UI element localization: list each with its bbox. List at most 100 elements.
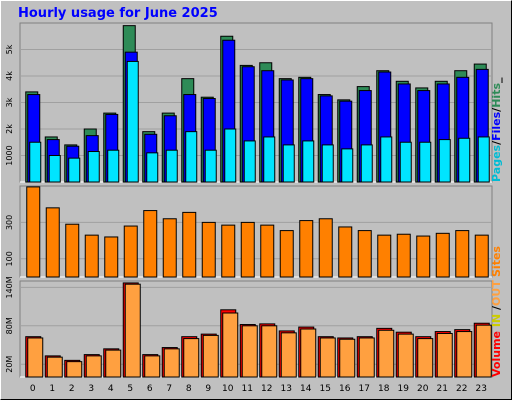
- side-label-part: IN: [490, 314, 503, 327]
- hits_panel-bar-pages: [243, 140, 256, 183]
- hits_panel-ytick-label: 2k: [5, 124, 14, 134]
- visits_panel-ytick-label: 300: [5, 215, 14, 230]
- volume_panel-bar-out: [222, 312, 239, 378]
- x-tick-label: 23: [476, 384, 487, 394]
- hits_panel-bar-pages: [341, 148, 354, 183]
- visits_panel-bar-sites: [65, 223, 80, 278]
- volume_panel-side-label: Volume IN /OUT: [490, 280, 503, 377]
- side-label-part: /: [490, 107, 503, 112]
- visits_panel-bar-sites: [318, 218, 333, 278]
- hits_panel-bar-pages: [302, 140, 315, 183]
- side-label-part: OUT: [490, 280, 503, 306]
- hits_panel-ytick-label: 3k: [5, 97, 14, 107]
- volume_panel-bar-out: [280, 332, 297, 378]
- visits_panel-bar-sites: [396, 233, 411, 278]
- page-title: Hourly usage for June 2025: [18, 6, 218, 21]
- volume_panel-bar-out: [397, 333, 414, 378]
- side-label-part: Volume: [490, 331, 503, 377]
- hits_panel-bar-pages: [146, 152, 159, 183]
- x-tick-label: 6: [147, 384, 153, 394]
- x-tick-label: 21: [437, 384, 448, 394]
- hits_panel-ytick-label: 5k: [5, 44, 14, 54]
- volume_panel-bar-out: [144, 355, 161, 378]
- volume_panel-bar-out: [436, 332, 453, 378]
- x-tick-label: 3: [88, 384, 94, 394]
- x-tick-label: 19: [398, 384, 410, 394]
- hits_panel-bar-pages: [165, 149, 178, 183]
- volume_panel-bar-out: [105, 349, 122, 378]
- visits_panel-bar-sites: [26, 186, 41, 278]
- x-tick-label: 2: [69, 384, 75, 394]
- hits_panel-bar-pages: [185, 131, 198, 183]
- hits_panel-bar-pages: [399, 141, 412, 183]
- volume_panel-bar-out: [124, 283, 141, 378]
- visits_panel-bar-sites: [123, 225, 138, 278]
- visits_panel-bar-sites: [84, 234, 99, 278]
- visits_panel-bar-sites: [357, 230, 372, 278]
- x-tick-label: 14: [300, 384, 312, 394]
- hits_panel-ytick-label: 4k: [5, 71, 14, 81]
- x-tick-label: 8: [186, 384, 192, 394]
- visits_panel-bar-sites: [240, 221, 255, 278]
- volume_panel-bar-out: [241, 325, 258, 378]
- visits_panel-bar-sites: [45, 207, 60, 278]
- volume_panel-bar-out: [475, 324, 492, 378]
- side-label-part: /: [490, 305, 503, 314]
- volume_panel-bar-out: [319, 337, 336, 378]
- x-tick-label: 10: [222, 384, 234, 394]
- volume_panel-ytick-label: 140M: [5, 276, 14, 298]
- x-tick-label: 7: [166, 384, 172, 394]
- side-label-part: /: [490, 140, 503, 145]
- volume_panel-bar-out: [85, 355, 102, 378]
- visits_panel-bar-sites: [435, 232, 450, 278]
- visits_panel-bar-sites: [299, 220, 314, 278]
- x-tick-label: 0: [30, 384, 36, 394]
- side-label-part: Sites: [490, 246, 503, 277]
- hits_panel-bar-pages: [380, 136, 393, 183]
- x-tick-label: 17: [359, 384, 370, 394]
- x-tick-label: 5: [127, 384, 133, 394]
- hits_panel-bar-pages: [419, 141, 432, 183]
- volume_panel-bar-out: [456, 331, 473, 378]
- hits_panel-bar-pages: [204, 149, 217, 183]
- visits_panel-side-label: Sites: [490, 246, 503, 277]
- hits_panel-bar-pages: [68, 157, 81, 183]
- side-label-part: Pages: [490, 144, 503, 182]
- visits_panel-bar-sites: [162, 218, 177, 278]
- x-tick-label: 18: [378, 384, 390, 394]
- x-tick-label: 9: [205, 384, 211, 394]
- visits_panel-bar-sites: [260, 224, 275, 278]
- hits_panel-side-label: Pages/Files/Hits_: [490, 77, 503, 182]
- volume_panel-ytick-label: 20M: [5, 356, 14, 373]
- volume_panel-bar-out: [202, 334, 219, 378]
- hits_panel-bar-pages: [224, 128, 237, 183]
- x-tick-label: 11: [242, 384, 253, 394]
- visits_panel-bar-sites: [416, 235, 431, 278]
- hits_panel-ytick-label: 1000: [5, 145, 14, 165]
- visits_panel-bar-sites: [377, 234, 392, 278]
- hits_panel-bar-pages: [48, 155, 61, 183]
- volume_panel-bar-out: [300, 328, 317, 378]
- volume_panel-bar-out: [46, 356, 63, 378]
- visits_panel-bar-sites: [143, 210, 158, 278]
- x-tick-label: 16: [339, 384, 351, 394]
- volume_panel-bar-out: [358, 337, 375, 378]
- volume_panel-bar-out: [27, 337, 44, 378]
- hits_panel-bar-pages: [263, 136, 276, 183]
- visits_panel-bar-sites: [474, 234, 489, 278]
- x-tick-label: 20: [417, 384, 429, 394]
- volume_panel-bar-out: [378, 329, 395, 378]
- visits_panel-bar-sites: [279, 230, 294, 278]
- volume_panel-bar-out: [163, 348, 180, 378]
- side-label-part: _: [490, 77, 503, 83]
- side-label-part: Hits: [490, 83, 503, 108]
- visits_panel-bar-sites: [182, 211, 197, 278]
- hits_panel-bar-pages: [458, 137, 471, 183]
- visits_panel-ytick-label: 100: [5, 251, 14, 266]
- hits_panel-bar-pages: [321, 144, 334, 183]
- hits_panel-bar-pages: [87, 151, 100, 183]
- x-tick-label: 12: [261, 384, 272, 394]
- hits_panel-bar-pages: [29, 141, 42, 183]
- volume_panel-ytick-label: 80M: [5, 317, 14, 334]
